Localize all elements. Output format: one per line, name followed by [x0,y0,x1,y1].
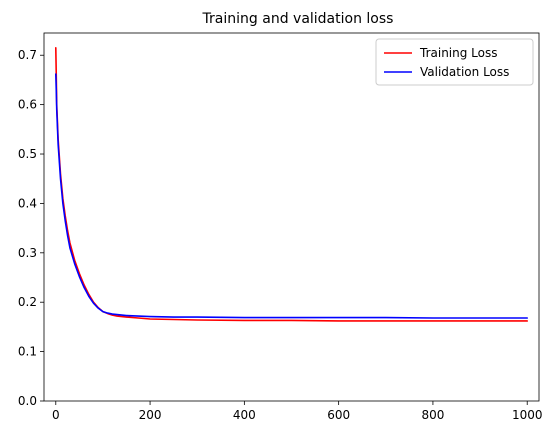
y-tick-label: 0.1 [18,345,37,359]
y-tick-label: 0.5 [18,147,37,161]
legend-label: Training Loss [419,46,497,60]
chart-title: Training and validation loss [202,11,394,27]
x-tick-label: 1000 [512,408,543,422]
y-tick-label: 0.6 [18,98,37,112]
y-tick-label: 0.4 [18,196,37,210]
legend-label: Validation Loss [420,65,509,79]
x-tick-label: 200 [139,408,162,422]
legend-box [375,38,534,86]
x-tick-label: 0 [52,408,60,422]
series-line-validation-loss [54,73,529,319]
y-tick-label: 0.7 [18,48,37,62]
y-tick-label: 0.2 [18,295,37,309]
legend: Training Loss Validation Loss [375,38,534,86]
plot-frame [43,32,540,402]
y-tick-label: 0.0 [18,394,37,408]
series-line-training-loss [54,47,529,322]
x-tick-label: 400 [233,408,256,422]
x-tick-label: 600 [327,408,350,422]
x-tick-label: 800 [421,408,444,422]
y-tick-label: 0.3 [18,246,37,260]
